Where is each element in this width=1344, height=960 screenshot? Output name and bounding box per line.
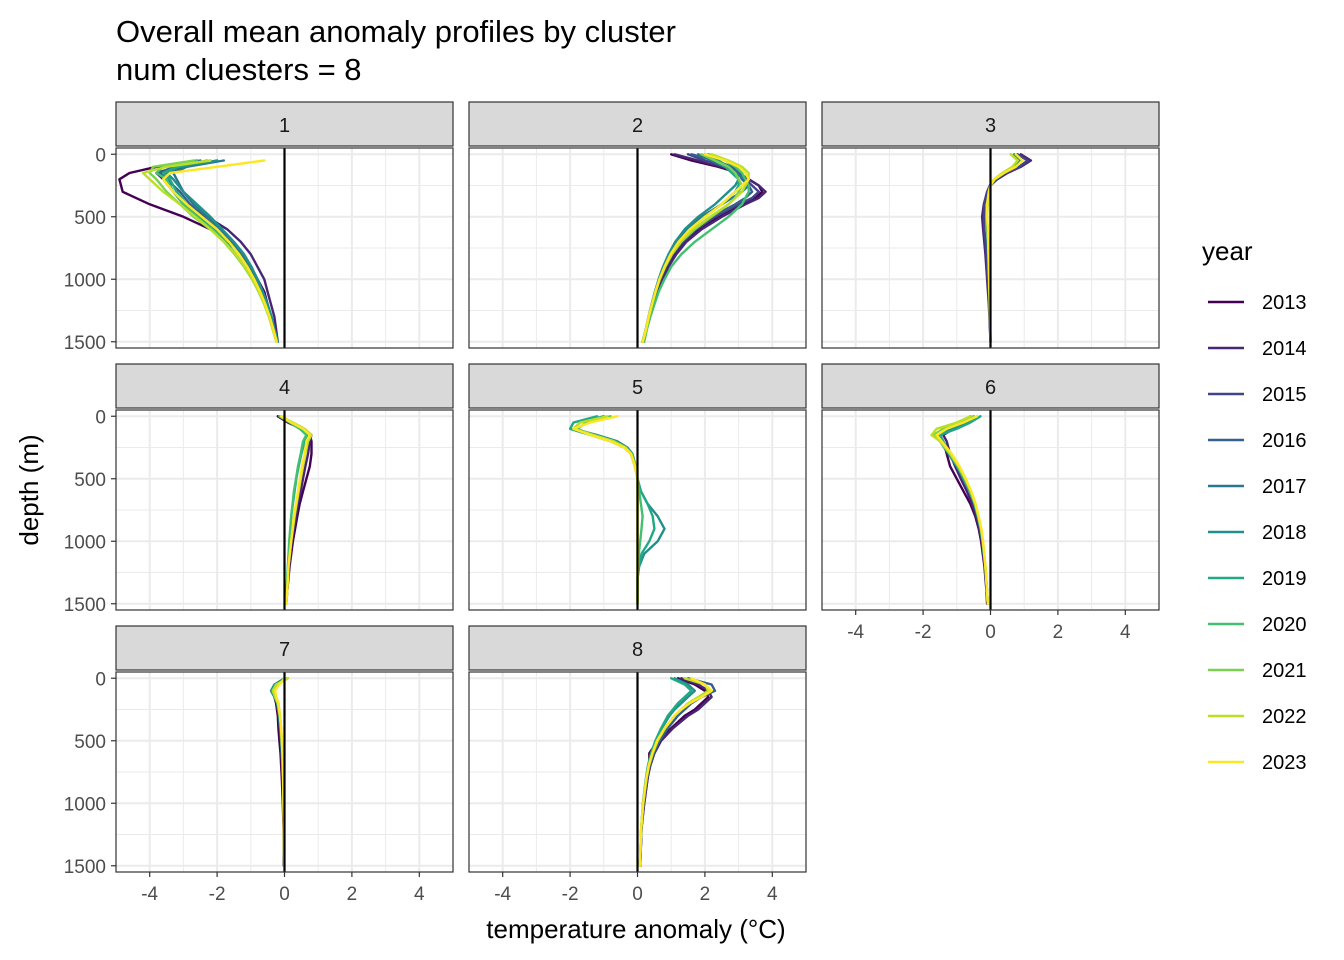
legend-item-2016: 2016 [1208, 430, 1307, 452]
facet-strip-label: 1 [279, 115, 290, 137]
legend-items: 2013 2014 2015 2016 2017 2018 2019 2020 2021 2022… [1208, 292, 1307, 774]
x-tick-label: -4 [494, 884, 511, 905]
facet-panel-2: 2 [468, 101, 807, 349]
y-tick-label: 1000 [64, 532, 106, 553]
x-tick-label: 4 [767, 884, 778, 905]
facet-strip [115, 625, 454, 671]
chart-title-line-1: Overall mean anomaly profiles by cluster [116, 14, 676, 49]
series-line-2023 [985, 153, 1024, 343]
legend-label: 2018 [1262, 522, 1307, 544]
facet-strip-label: 5 [632, 377, 643, 399]
facet-strip [821, 101, 1160, 147]
facet-strip [468, 363, 807, 409]
series-line-2023 [161, 159, 278, 343]
y-tick-label: 500 [74, 208, 106, 229]
y-tick-label: 500 [74, 732, 106, 753]
legend-item-2021: 2021 [1208, 660, 1307, 682]
facet-panel-6: 6 [821, 363, 1160, 611]
x-tick-label: 4 [414, 884, 425, 905]
x-tick-label: 2 [700, 884, 711, 905]
facet-strip-label: 6 [985, 377, 996, 399]
panel-border [115, 147, 454, 349]
y-tick-label: 0 [95, 407, 106, 428]
x-tick-label: -2 [209, 884, 226, 905]
x-axis-title: temperature anomaly (°C) [486, 914, 785, 944]
legend-item-2022: 2022 [1208, 706, 1307, 728]
legend-label: 2015 [1262, 384, 1307, 406]
series-line-2018 [165, 159, 279, 343]
x-tick-label: 0 [632, 884, 643, 905]
legend-title: year [1202, 236, 1253, 266]
legend: year 2013 2014 2015 2016 2017 2018 2019 2020 202… [1202, 236, 1307, 774]
legend-label: 2021 [1262, 660, 1307, 682]
series-line-2020 [643, 153, 750, 343]
y-tick-label: 0 [95, 669, 106, 690]
x-tick-label: 0 [985, 622, 996, 643]
y-tick-label: 1500 [64, 595, 106, 616]
facet-strip [468, 625, 807, 671]
x-tick-label: -4 [847, 622, 864, 643]
panel-border [821, 147, 1160, 349]
legend-label: 2023 [1262, 752, 1307, 774]
legend-item-2018: 2018 [1208, 522, 1307, 544]
y-tick-label: 1500 [64, 857, 106, 878]
legend-item-2017: 2017 [1208, 476, 1307, 498]
x-tick-label: -4 [141, 884, 158, 905]
y-tick-label: 500 [74, 470, 106, 491]
series-line-2023 [935, 415, 989, 605]
legend-item-2015: 2015 [1208, 384, 1307, 406]
legend-label: 2013 [1262, 292, 1307, 314]
legend-item-2014: 2014 [1208, 338, 1307, 360]
legend-label: 2019 [1262, 568, 1307, 590]
facet-panel-1: 1 [115, 101, 454, 349]
x-tick-label: 2 [347, 884, 358, 905]
facet-strip [115, 363, 454, 409]
facet-panel-3: 3 [821, 101, 1160, 349]
legend-item-2019: 2019 [1208, 568, 1307, 590]
y-tick-label: 1000 [64, 270, 106, 291]
y-axis-title: depth (m) [14, 434, 44, 545]
facet-panel-5: 5 [468, 363, 807, 611]
legend-label: 2017 [1262, 476, 1307, 498]
y-tick-label: 0 [95, 145, 106, 166]
series-line-2023 [641, 153, 750, 343]
legend-item-2020: 2020 [1208, 614, 1307, 636]
legend-label: 2014 [1262, 338, 1307, 360]
series-line-2023 [279, 415, 311, 605]
facet-strip-label: 3 [985, 115, 996, 137]
x-tick-label: 4 [1120, 622, 1131, 643]
facet-strip-label: 4 [279, 377, 290, 399]
panel-border [468, 409, 807, 611]
legend-label: 2016 [1262, 430, 1307, 452]
facet-panel-8: 8 [468, 625, 807, 873]
x-tick-label: -2 [562, 884, 579, 905]
x-tick-label: 2 [1053, 622, 1064, 643]
panel-border [468, 147, 807, 349]
facet-strip-label: 8 [632, 639, 643, 661]
facet-strip [821, 363, 1160, 409]
chart-title-line-2: num cluesters = 8 [116, 52, 362, 87]
facet-strip [115, 101, 454, 147]
legend-item-2013: 2013 [1208, 292, 1307, 314]
facet-strip-label: 2 [632, 115, 643, 137]
facet-panel-4: 4 [115, 363, 454, 611]
x-tick-label: 0 [279, 884, 290, 905]
facet-panel-7: 7 [115, 625, 454, 873]
legend-label: 2020 [1262, 614, 1307, 636]
series-line-2023 [638, 677, 713, 867]
legend-item-2023: 2023 [1208, 752, 1307, 774]
x-tick-label: -2 [915, 622, 932, 643]
y-tick-label: 1500 [64, 333, 106, 354]
y-tick-label: 1000 [64, 794, 106, 815]
legend-label: 2022 [1262, 706, 1307, 728]
facet-strip-label: 7 [279, 639, 290, 661]
facet-panels: 1 2 3 4 5 6 7 8 [115, 101, 1160, 873]
panel-border [115, 409, 454, 611]
facet-strip [468, 101, 807, 147]
